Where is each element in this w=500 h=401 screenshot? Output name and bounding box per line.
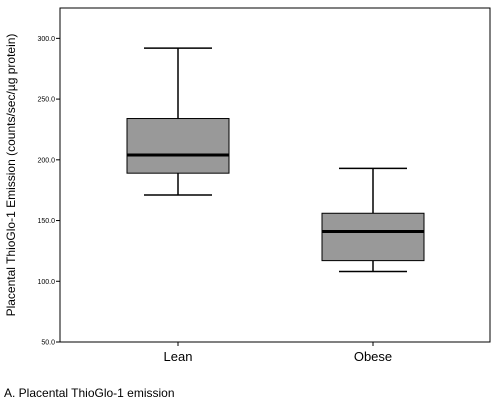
y-tick-label: 250.0 bbox=[37, 97, 55, 104]
box-obese bbox=[321, 167, 425, 273]
x-axis: Lean Obese bbox=[164, 342, 392, 364]
y-tick-label: 100.0 bbox=[37, 279, 55, 286]
plot-frame bbox=[59, 7, 491, 343]
y-tick-label: 150.0 bbox=[37, 218, 55, 225]
box-lean bbox=[126, 47, 230, 196]
y-tick-label: 300.0 bbox=[37, 36, 55, 43]
y-axis: 50.0 100.0 150.0 200.0 250.0 300.0 bbox=[37, 36, 60, 347]
box-series bbox=[126, 47, 425, 273]
x-tick-label: Obese bbox=[354, 349, 392, 364]
y-tick-label: 50.0 bbox=[41, 340, 55, 347]
y-axis-label: Placental ThioGlo-1 Emission (counts/sec… bbox=[4, 34, 18, 317]
figure-caption: A. Placental ThioGlo-1 emission bbox=[4, 386, 175, 400]
x-tick-label: Lean bbox=[164, 349, 193, 364]
interquartile-box bbox=[126, 118, 230, 174]
interquartile-box bbox=[321, 212, 425, 262]
y-tick-label: 200.0 bbox=[37, 157, 55, 164]
